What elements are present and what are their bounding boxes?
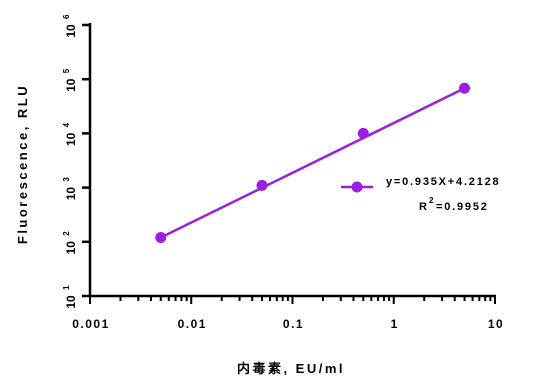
y-tick-label: 10 3 <box>62 177 78 201</box>
y-tick-label: 10 1 <box>62 285 78 309</box>
series <box>155 82 471 244</box>
y-axis-title: Fluorescence, RLU <box>15 84 30 244</box>
y-tick-exponent: 5 <box>62 68 71 73</box>
x-tick-label: 0.01 <box>178 317 207 331</box>
legend-swatch-marker <box>351 181 363 193</box>
y-tick-label: 10 2 <box>62 231 78 255</box>
data-point <box>155 232 167 244</box>
data-point <box>459 82 471 94</box>
y-tick-exponent: 4 <box>62 122 71 127</box>
legend-r2-prefix: R <box>419 201 429 213</box>
legend: y=0.935X+4.2128 R2=0.9952 <box>341 176 500 213</box>
x-tick-label: 10 <box>488 317 504 331</box>
x-tick-label: 0.1 <box>283 317 304 331</box>
y-tick-base: 10 <box>64 295 78 309</box>
y-tick-base: 10 <box>64 132 78 146</box>
y-tick-label: 10 4 <box>62 122 78 146</box>
y-tick-exponent: 2 <box>62 231 71 236</box>
x-axis-title: 内毒素, EU/ml <box>237 361 345 376</box>
x-tick-label: 1 <box>391 317 399 331</box>
data-point <box>256 179 268 191</box>
fit-line <box>160 87 466 239</box>
y-tick-base: 10 <box>64 187 78 201</box>
y-tick-exponent: 6 <box>62 14 71 19</box>
y-tick-exponent: 3 <box>62 177 71 182</box>
data-point <box>357 127 369 139</box>
y-tick-base: 10 <box>64 24 78 38</box>
legend-equation: y=0.935X+4.2128 <box>386 176 500 188</box>
y-tick-base: 10 <box>64 78 78 92</box>
y-tick-base: 10 <box>64 241 78 255</box>
x-tick-label: 0.001 <box>72 317 110 331</box>
y-tick-label: 10 6 <box>62 14 78 38</box>
axes: 0.001 0.01 0.1 1 10 10 1 10 2 10 3 10 4 10 5 10 6 <box>62 14 504 331</box>
legend-r2-superscript: 2 <box>429 196 434 205</box>
y-tick-label: 10 5 <box>62 68 78 92</box>
legend-r2-value: =0.9952 <box>436 201 489 213</box>
y-tick-exponent: 1 <box>62 285 71 290</box>
